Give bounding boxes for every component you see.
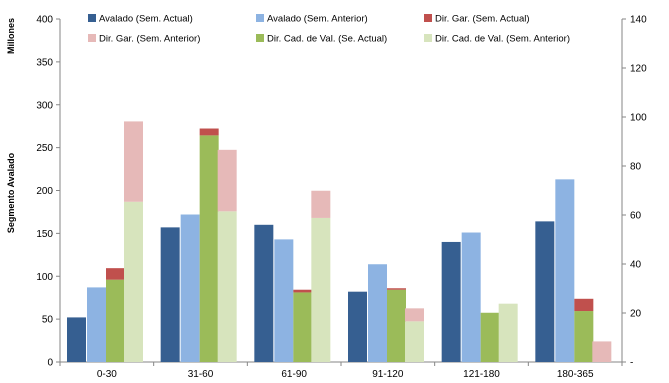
bar-avalado-anterior xyxy=(180,214,200,362)
bar-anterior-stack xyxy=(498,303,518,362)
right-tick-label: - xyxy=(630,358,633,369)
bar-actual-stack xyxy=(574,311,594,362)
bar-avalado-actual xyxy=(535,221,555,362)
bars xyxy=(67,121,612,362)
x-tick-label: 0-30 xyxy=(97,369,117,380)
bar-avalado-actual xyxy=(160,227,180,362)
y-axis-title: Segmento Avalado xyxy=(6,152,16,233)
right-tick-label: 120 xyxy=(630,64,647,75)
bar-avalado-actual xyxy=(441,241,461,362)
left-tick-label: 250 xyxy=(36,143,53,154)
bar-actual-stack xyxy=(293,292,313,362)
bar-avalado-actual xyxy=(254,224,274,362)
right-tick-label: 80 xyxy=(630,162,642,173)
axes: 0 50 100 150 200 250 300 350 400 - 20 40 60 80 100 120 1… xyxy=(36,15,647,381)
bar-anterior-stack xyxy=(217,211,237,362)
legend-swatch xyxy=(256,34,264,42)
left-tick-label: 100 xyxy=(36,272,53,283)
left-tick-label: 0 xyxy=(47,358,53,369)
legend-swatch xyxy=(424,34,432,42)
bar-actual-stack xyxy=(199,135,219,362)
bar-anterior-stack xyxy=(311,190,331,218)
bar-actual-stack xyxy=(574,298,594,312)
right-tick-label: 60 xyxy=(630,211,642,222)
bar-actual-stack xyxy=(106,279,125,362)
x-tick-label: 31-60 xyxy=(188,369,214,380)
bar-actual-stack xyxy=(480,312,500,362)
bar-avalado-anterior xyxy=(274,239,294,362)
bar-anterior-stack xyxy=(311,217,331,362)
left-tick-label: 350 xyxy=(36,57,53,68)
legend-swatch xyxy=(256,14,264,22)
bar-anterior-stack xyxy=(405,321,424,362)
left-tick-label: 200 xyxy=(36,186,53,197)
legend-label: Dir. Gar. (Sem. Anterior) xyxy=(99,34,200,45)
x-tick-label: 180-365 xyxy=(557,369,594,380)
legend-label: Dir. Cad. de Val. (Sem. Anterior) xyxy=(435,34,570,45)
left-tick-label: 300 xyxy=(36,100,53,111)
bar-actual-stack xyxy=(293,289,313,293)
left-tick-label: 400 xyxy=(36,15,53,26)
legend-label: Avalado (Sem. Anterior) xyxy=(267,14,368,25)
left-tick-label: 50 xyxy=(42,315,54,326)
right-tick-label: 100 xyxy=(630,113,647,124)
legend-label: Avalado (Sem. Actual) xyxy=(99,14,193,25)
bar-avalado-anterior xyxy=(461,232,481,362)
legend-label: Dir. Gar. (Sem. Actual) xyxy=(435,14,530,25)
units-label: Millones xyxy=(6,18,16,54)
legend-swatch xyxy=(88,14,96,22)
legend-label: Dir. Cad. de Val. (Se. Actual) xyxy=(267,34,387,45)
legend-swatch xyxy=(424,14,432,22)
legend: Avalado (Sem. Actual) Avalado (Sem. Anter… xyxy=(88,14,570,45)
left-tick-label: 150 xyxy=(36,229,53,240)
bar-anterior-stack xyxy=(124,121,143,202)
x-tick-label: 121-180 xyxy=(463,369,500,380)
bar-avalado-actual xyxy=(348,291,367,362)
x-tick-label: 61-90 xyxy=(281,369,307,380)
bar-avalado-actual xyxy=(67,317,86,362)
right-tick-label: 40 xyxy=(630,260,642,271)
bar-anterior-stack xyxy=(217,149,237,212)
bar-avalado-anterior xyxy=(555,179,575,362)
bar-avalado-anterior xyxy=(87,287,106,362)
bar-actual-stack xyxy=(387,288,406,290)
bar-actual-stack xyxy=(199,128,219,136)
bar-avalado-anterior xyxy=(368,264,387,362)
bar-anterior-stack xyxy=(405,308,424,322)
bar-actual-stack xyxy=(106,268,125,280)
bar-anterior-stack xyxy=(592,341,612,362)
bar-actual-stack xyxy=(387,289,406,362)
bar-anterior-stack xyxy=(124,201,143,362)
right-tick-label: 20 xyxy=(630,309,642,320)
x-tick-label: 91-120 xyxy=(372,369,404,380)
right-tick-label: 140 xyxy=(630,15,647,26)
legend-swatch xyxy=(88,34,96,42)
